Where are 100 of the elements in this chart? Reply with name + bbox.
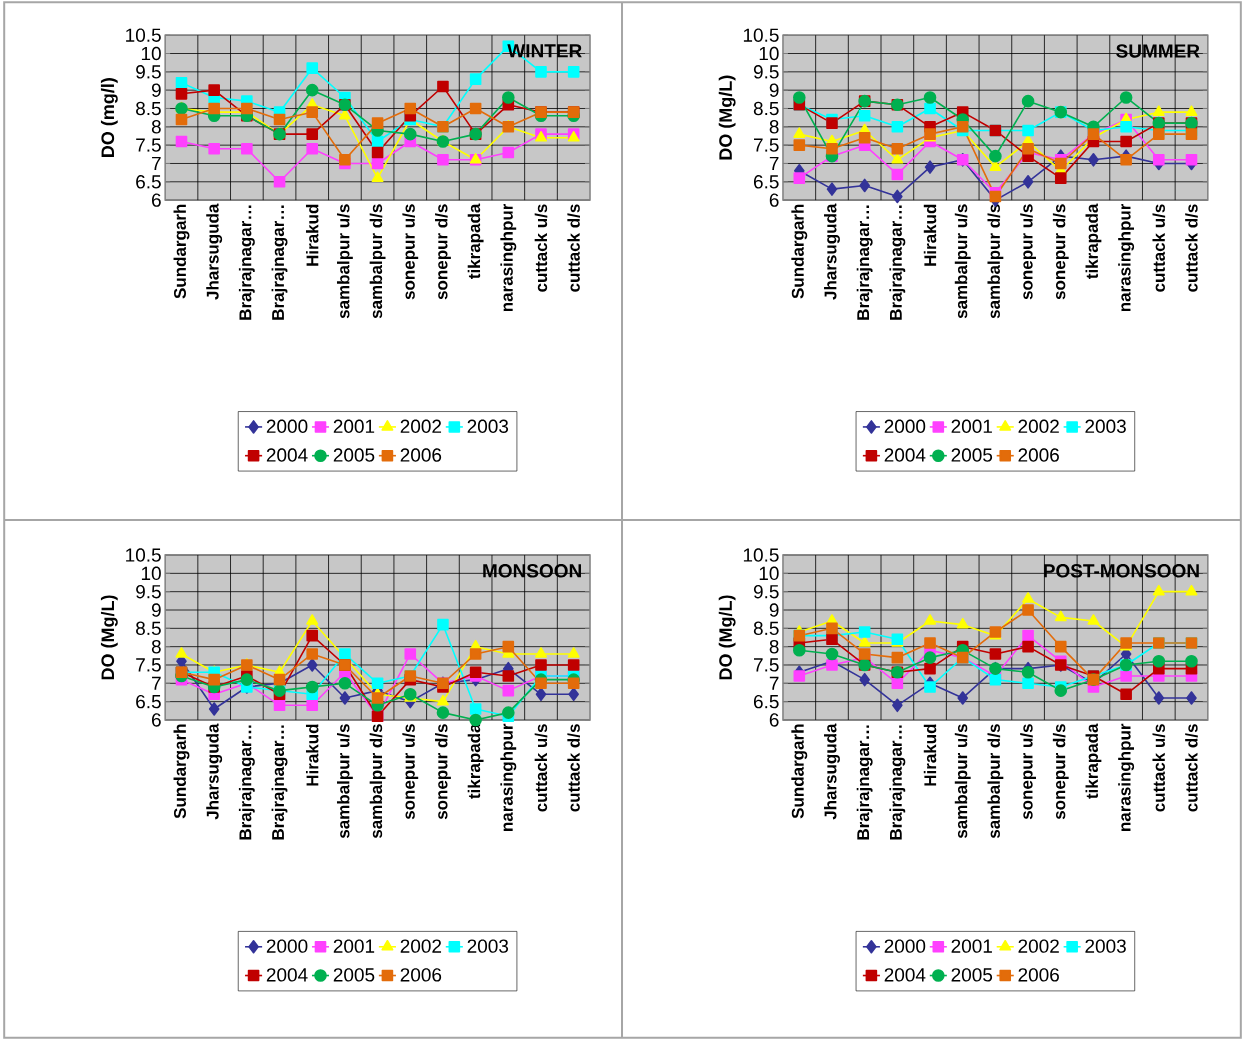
x-tick-label: narasinghpur [500,723,517,831]
y-tick-label: 8.5 [753,621,779,636]
x-tick-label: Brajrajnagar… [238,205,255,320]
x-tick-label: sambalpur d/s [987,204,1004,319]
y-axis-title: DO (Mg/L) [718,595,736,680]
x-tick-label: narasinghpur [1118,203,1135,312]
legend-label: 2002 [400,939,442,953]
x-tick-label: sambalpur d/s [369,724,386,839]
y-tick-label: 10 [141,46,161,61]
x-tick-label: cuttack u/s [1152,204,1166,292]
x-tick-label: Sundargarh [173,204,190,299]
y-tick-label: 10 [759,566,779,581]
x-tick-label: cuttack u/s [534,724,548,812]
x-tick-label: sonepur d/s [1052,724,1069,820]
y-axis-title: DO (Mg/L) [100,595,118,680]
y-tick-label: 10.5 [126,28,161,42]
y-tick-label: 9 [151,603,161,617]
x-tick-label: tikrapada [1085,203,1102,279]
y-tick-label: 8 [151,120,161,134]
legend-label: 2003 [1085,419,1126,433]
y-axis-title: DO (mg/l) [100,78,118,157]
y-tick-label: 7.5 [754,658,779,672]
x-tick-label: cuttack u/s [1152,724,1166,812]
y-tick-label: 7 [769,156,779,170]
y-tick-label: 9 [151,83,161,97]
x-tick-label: Sundargarh [173,724,190,819]
x-tick-label: tikrapada [467,723,484,799]
legend-label: 2005 [333,968,375,982]
x-tick-label: sambalpur u/s [954,204,971,319]
x-tick-label: Hirakud [305,204,319,266]
x-tick-label: Hirakud [923,204,937,266]
x-tick-label: sonepur d/s [1052,204,1069,300]
legend-label: 2006 [1018,968,1059,982]
legend-label: 2004 [266,968,308,982]
y-tick-label: 9.5 [136,65,161,79]
y-tick-label: 7 [152,676,161,690]
legend-label: 2005 [333,448,375,462]
y-tick-label: 8.5 [136,101,161,116]
x-tick-label: cuttack d/s [1185,724,1198,812]
x-tick-label: narasinghpur [1118,723,1135,831]
x-tick-label: Jharsuguda [824,723,840,820]
x-tick-label: tikrapada [467,203,484,279]
x-tick-label: Sundargarh [791,724,808,819]
y-tick-label: 9.5 [753,584,779,599]
x-tick-label: sambalpur u/s [954,724,971,839]
y-tick-label: 9.5 [753,65,779,79]
y-tick-label: 8 [151,639,161,654]
y-tick-label: 9 [769,603,779,617]
legend-label: 2006 [400,968,442,982]
x-tick-label: sonepur u/s [402,724,419,820]
y-tick-label: 10.5 [743,28,779,42]
y-tick-label: 7 [152,156,161,170]
legend-label: 2001 [333,419,375,433]
y-tick-label: 8 [769,120,779,134]
y-tick-label: 6 [152,193,161,207]
y-tick-label: 7.5 [136,138,161,152]
legend-label: 2006 [1018,448,1059,462]
x-tick-label: sonepur u/s [1020,204,1036,300]
legend-label: 2004 [884,448,926,462]
x-tick-label: cuttack d/s [1185,204,1198,292]
x-tick-label: Brajrajnagar… [856,205,873,320]
y-tick-label: 6.5 [136,175,161,189]
x-tick-label: Jharsuguda [206,203,223,300]
x-tick-label: sonepur u/s [1020,724,1036,820]
x-tick-label: cuttack d/s [567,204,581,292]
x-tick-label: Sundargarh [791,204,808,299]
legend-label: 2001 [951,419,992,433]
y-tick-label: 10.5 [743,548,779,562]
legend-label: 2003 [1085,939,1126,953]
legend-label: 2000 [266,419,308,433]
y-tick-label: 10 [759,46,779,61]
y-axis-title: DO (Mg/L) [718,75,736,160]
y-tick-label: 6 [769,193,779,207]
legend-label: 2005 [951,448,993,462]
y-tick-label: 9 [769,83,779,97]
y-tick-label: 6.5 [136,694,161,709]
y-tick-label: 10 [141,566,161,581]
x-tick-label: tikrapada [1085,723,1102,799]
x-tick-label: narasinghpur [500,203,517,312]
x-tick-label: Brajrajnagar… [238,725,255,840]
legend-label: 2004 [884,968,926,982]
legend-label: 2001 [333,939,375,953]
y-tick-label: 8.5 [753,101,779,116]
x-tick-label: Brajrajnagar… [271,205,288,320]
y-tick-label: 6.5 [753,175,779,189]
y-tick-label: 7.5 [754,138,779,152]
x-tick-label: Brajrajnagar… [271,725,288,840]
x-tick-label: sambalpur d/s [369,204,386,319]
legend-label: 2001 [951,939,992,953]
legend-label: 2002 [1018,939,1059,953]
x-tick-label: Jharsuguda [824,203,840,300]
y-tick-label: 6.5 [753,694,779,709]
y-tick-label: 7 [769,676,779,690]
y-tick-label: 8.5 [136,621,161,636]
legend-label: 2000 [884,419,926,433]
x-tick-label: sambalpur d/s [987,724,1004,839]
x-tick-label: sambalpur u/s [336,724,353,839]
y-tick-label: 10.5 [126,548,161,562]
legend-label: 2000 [266,939,308,953]
x-tick-label: sonepur u/s [402,204,419,300]
